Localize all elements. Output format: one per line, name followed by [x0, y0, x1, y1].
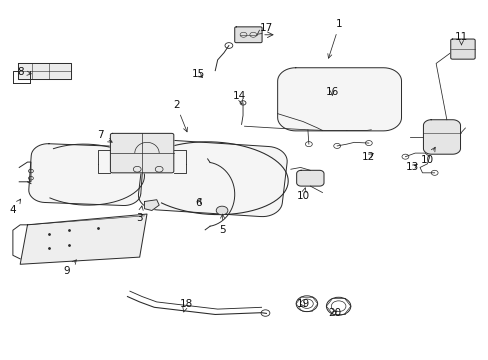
- Text: 15: 15: [191, 69, 204, 79]
- Circle shape: [216, 206, 227, 215]
- Text: 16: 16: [325, 87, 338, 97]
- Text: 19: 19: [296, 299, 309, 309]
- Polygon shape: [110, 134, 173, 173]
- Text: 8: 8: [17, 67, 31, 77]
- Text: 18: 18: [179, 299, 192, 312]
- Text: 2: 2: [173, 100, 187, 132]
- Text: 10: 10: [420, 147, 434, 165]
- Polygon shape: [234, 27, 262, 42]
- Polygon shape: [296, 170, 324, 186]
- Polygon shape: [138, 140, 286, 217]
- Text: 7: 7: [97, 130, 112, 142]
- Text: 3: 3: [136, 206, 143, 222]
- Text: 14: 14: [232, 91, 246, 104]
- Polygon shape: [18, 63, 71, 78]
- Text: 6: 6: [194, 198, 201, 208]
- Text: 10: 10: [296, 188, 309, 201]
- Text: 4: 4: [10, 199, 20, 216]
- Text: 17: 17: [257, 23, 272, 35]
- Polygon shape: [144, 200, 159, 211]
- Polygon shape: [423, 120, 460, 154]
- Polygon shape: [277, 68, 401, 131]
- Text: 1: 1: [327, 19, 342, 58]
- Text: 5: 5: [219, 214, 225, 235]
- Text: 9: 9: [63, 260, 76, 276]
- Polygon shape: [20, 214, 147, 264]
- Text: 11: 11: [454, 32, 467, 45]
- Polygon shape: [450, 39, 474, 59]
- Text: 13: 13: [405, 162, 419, 172]
- Polygon shape: [29, 144, 143, 206]
- Text: 12: 12: [362, 152, 375, 162]
- Text: 20: 20: [327, 308, 341, 318]
